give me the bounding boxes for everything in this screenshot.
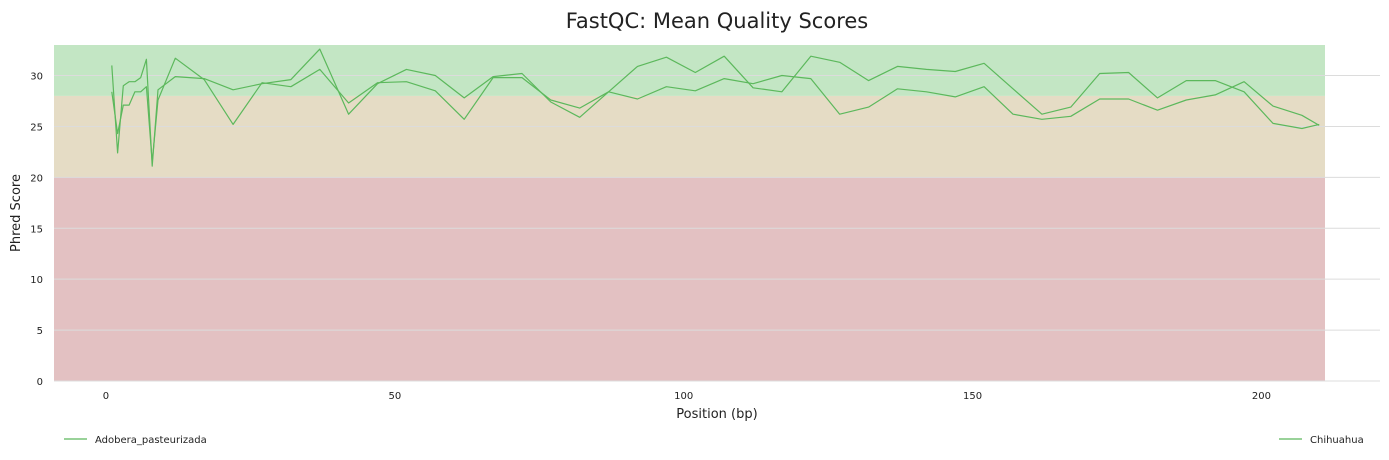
y-tick-label: 15 [30, 224, 43, 235]
y-tick-label: 20 [30, 173, 43, 184]
x-tick-label: 150 [963, 391, 982, 402]
legend-label: Chihuahua [1310, 435, 1364, 446]
quality-zone-1 [54, 95, 1325, 178]
x-tick-label: 200 [1252, 391, 1271, 402]
legend-label: Adobera_pasteurizada [95, 435, 207, 446]
series-line-0[interactable] [111, 48, 1320, 167]
quality-zone-2 [54, 45, 1325, 96]
quality-zones [54, 45, 1325, 381]
series-line-1[interactable] [111, 57, 1320, 163]
y-tick-label: 25 [30, 122, 43, 133]
y-tick-label: 5 [37, 326, 43, 337]
x-ticks: 0 50 100 150 200 [103, 391, 1271, 402]
y-tick-label: 0 [37, 377, 43, 388]
y-ticks: 0 5 10 15 20 25 30 [30, 72, 43, 388]
x-tick-label: 50 [388, 391, 401, 402]
series-lines [111, 48, 1320, 167]
x-tick-label: 0 [103, 391, 109, 402]
chart-title: FastQC: Mean Quality Scores [566, 9, 869, 33]
legend-item[interactable]: Adobera_pasteurizada [64, 435, 207, 446]
x-tick-label: 100 [674, 391, 693, 402]
y-axis-label: Phred Score [9, 174, 24, 252]
legend-item[interactable]: Chihuahua [1279, 435, 1364, 446]
x-axis-label: Position (bp) [676, 407, 757, 422]
y-tick-label: 10 [30, 275, 43, 286]
y-tick-label: 30 [30, 72, 43, 83]
gridlines [54, 75, 1380, 382]
legend: Adobera_pasteurizada Chihuahua [64, 435, 1364, 446]
